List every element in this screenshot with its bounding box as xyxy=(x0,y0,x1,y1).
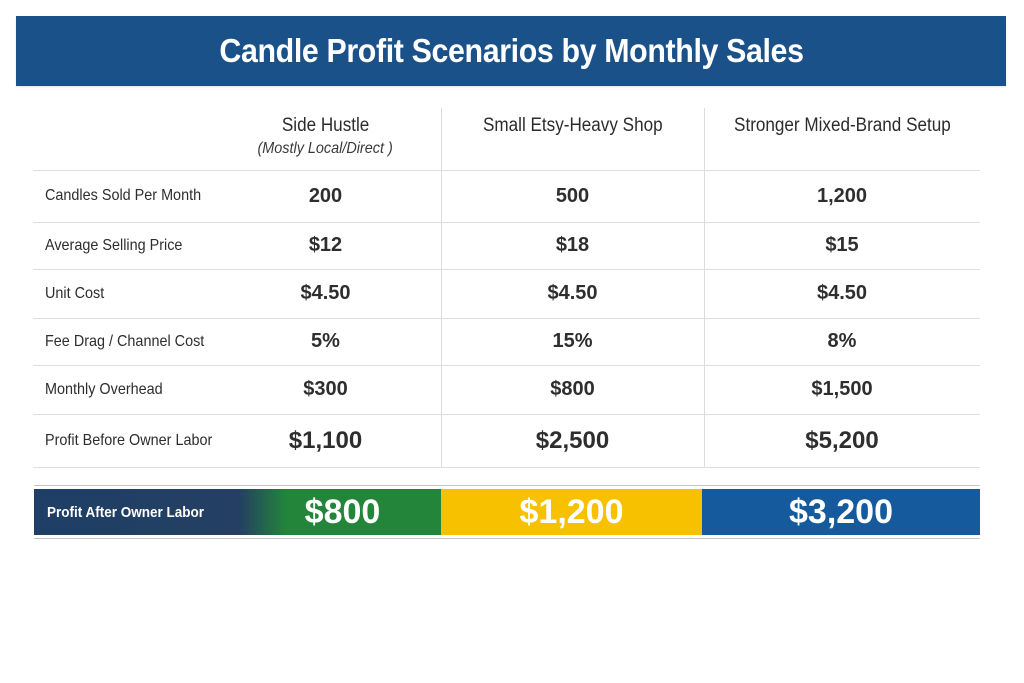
table-cell: 15% xyxy=(552,330,593,352)
table-cell: $18 xyxy=(555,234,590,256)
row-divider xyxy=(33,222,980,223)
column-divider xyxy=(704,108,705,467)
column-header-small-etsy-shop: Small Etsy-Heavy Shop xyxy=(441,115,704,170)
table-cell: $15 xyxy=(825,234,859,256)
table-cell: $5,200 xyxy=(805,426,879,454)
table-cell: 1,200 xyxy=(816,184,868,207)
table-cell: $2,500 xyxy=(535,426,610,454)
title-banner: Candle Profit Scenarios by Monthly Sales xyxy=(16,16,1006,86)
result-label-cell xyxy=(34,489,441,535)
row-label-average-selling-price: Average Selling Price xyxy=(45,236,183,254)
row-divider xyxy=(33,318,980,319)
table-cell: $1,100 xyxy=(288,426,363,454)
row-label-profit-before-labor: Profit Before Owner Labor xyxy=(45,431,213,449)
column-divider xyxy=(441,108,442,467)
column-subtitle: (Mostly Local/Direct ) xyxy=(257,140,394,157)
table-cell: 200 xyxy=(308,184,343,207)
row-label-candles-sold: Candles Sold Per Month xyxy=(45,187,202,204)
result-segment-mixed-brand-setup xyxy=(702,489,980,535)
table-cell: $800 xyxy=(550,378,595,400)
column-header-side-hustle: Side Hustle (Mostly Local/Direct ) xyxy=(210,115,441,170)
table-cell: $4.50 xyxy=(547,282,598,304)
result-bar-bottom-rule xyxy=(34,538,980,539)
column-title: Side Hustle xyxy=(281,115,370,136)
result-bar-top-rule xyxy=(34,485,980,486)
column-header-mixed-brand-setup: Stronger Mixed-Brand Setup xyxy=(704,115,980,170)
result-segment-small-etsy-shop xyxy=(441,489,702,535)
result-value-small-etsy-shop: $1,200 xyxy=(519,492,624,531)
column-title: Small Etsy-Heavy Shop xyxy=(482,115,663,136)
table-cell: 5% xyxy=(311,330,340,352)
table-cell: $1,500 xyxy=(811,378,873,400)
page-title: Candle Profit Scenarios by Monthly Sales xyxy=(218,32,804,69)
table-cell: $4.50 xyxy=(300,282,351,304)
row-divider xyxy=(33,365,980,366)
row-divider xyxy=(33,414,980,415)
table-cell: 500 xyxy=(555,184,590,207)
table-cell: $4.50 xyxy=(816,282,868,304)
row-label-unit-cost: Unit Cost xyxy=(45,284,105,302)
result-bar-profit-after-labor: Profit After Owner Labor $800 $1,200 $3,… xyxy=(34,489,980,535)
row-divider xyxy=(33,170,980,171)
table-cell: $12 xyxy=(308,234,343,256)
row-label-monthly-overhead: Monthly Overhead xyxy=(45,380,163,398)
table-cell: 8% xyxy=(827,330,857,352)
result-label: Profit After Owner Labor xyxy=(47,503,205,521)
row-divider xyxy=(33,467,980,468)
result-value-mixed-brand-setup: $3,200 xyxy=(789,492,893,531)
result-value-side-hustle: $800 xyxy=(304,492,381,531)
column-title: Stronger Mixed-Brand Setup xyxy=(733,115,951,136)
row-divider xyxy=(33,269,980,270)
row-label-fee-drag: Fee Drag / Channel Cost xyxy=(45,332,205,350)
table-cell: $300 xyxy=(303,378,348,400)
